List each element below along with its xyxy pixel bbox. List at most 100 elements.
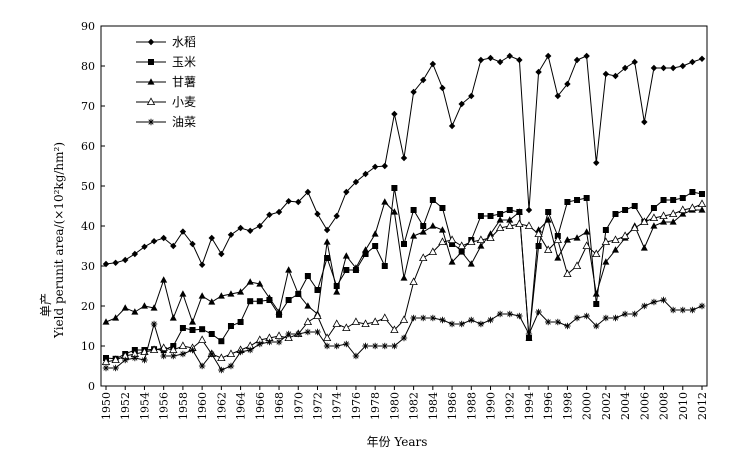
data-point — [122, 356, 129, 364]
data-point — [256, 340, 264, 348]
data-point — [410, 207, 417, 213]
data-point — [468, 316, 475, 324]
data-point — [131, 308, 139, 315]
y-tick-label: 90 — [81, 20, 95, 33]
data-point — [381, 162, 388, 170]
data-point-stroke — [148, 119, 154, 125]
x-tick-label: 1966 — [254, 392, 267, 420]
data-point — [323, 342, 331, 350]
data-point-stroke — [612, 315, 619, 321]
data-point — [602, 258, 610, 265]
data-point-stroke — [584, 313, 590, 319]
data-point — [121, 304, 129, 311]
data-point — [218, 250, 225, 258]
data-point-stroke — [334, 343, 340, 349]
data-point — [111, 355, 120, 364]
data-point — [438, 237, 447, 246]
data-point-stroke — [199, 363, 205, 369]
data-point — [246, 278, 254, 285]
data-point — [313, 311, 322, 320]
data-point — [564, 199, 571, 205]
data-point — [554, 318, 562, 326]
data-point-stroke — [468, 317, 474, 323]
data-point-stroke — [410, 315, 417, 321]
data-point-stroke — [372, 343, 378, 349]
data-point-stroke — [247, 347, 253, 353]
data-point — [149, 345, 159, 354]
data-point — [496, 310, 504, 318]
data-point — [572, 261, 582, 270]
data-point — [352, 264, 360, 271]
data-point — [371, 163, 379, 170]
data-point — [147, 38, 155, 46]
data-point — [496, 58, 504, 66]
data-point-stroke — [651, 299, 657, 305]
data-point — [361, 319, 370, 328]
data-point — [247, 298, 254, 305]
data-point — [573, 234, 581, 241]
data-point — [602, 314, 610, 322]
data-point — [593, 159, 600, 166]
data-point — [506, 207, 513, 213]
data-point — [102, 318, 110, 325]
y-axis-title-en: Yield perunit area/(×10²kg/hm²) — [52, 142, 66, 339]
data-point — [147, 118, 155, 126]
data-point — [160, 352, 167, 360]
data-point — [640, 244, 648, 251]
data-point — [506, 216, 514, 223]
y-tick-label: 20 — [81, 300, 95, 313]
data-point — [649, 213, 659, 222]
data-point — [419, 253, 428, 262]
data-point — [197, 335, 207, 344]
x-tick-label: 1952 — [119, 392, 132, 420]
data-point — [506, 310, 513, 318]
data-point — [256, 298, 263, 305]
data-point — [429, 197, 436, 203]
data-point — [391, 110, 398, 118]
data-point — [285, 266, 293, 273]
data-point — [410, 88, 417, 96]
data-point — [189, 318, 197, 325]
data-point — [101, 357, 111, 366]
data-point — [621, 310, 629, 318]
data-point — [516, 56, 523, 64]
data-point — [146, 97, 156, 105]
data-point — [698, 206, 706, 213]
data-point-stroke — [353, 353, 359, 359]
data-point-stroke — [161, 353, 167, 359]
data-point — [362, 342, 369, 350]
x-tick-label: 1958 — [177, 392, 190, 420]
data-point — [352, 178, 360, 186]
data-point — [506, 52, 513, 60]
data-point-stroke — [218, 367, 224, 373]
data-point-stroke — [632, 311, 638, 317]
data-point — [285, 198, 292, 205]
data-point — [314, 328, 321, 336]
data-point — [564, 80, 571, 88]
data-point — [332, 319, 341, 328]
data-point — [477, 320, 485, 328]
data-point — [438, 226, 446, 233]
data-point — [574, 197, 581, 203]
data-point — [535, 243, 542, 249]
data-point — [612, 72, 619, 80]
data-point — [275, 338, 283, 346]
data-point — [256, 280, 264, 287]
data-point — [420, 223, 427, 229]
data-point — [237, 288, 245, 295]
data-point — [150, 304, 158, 311]
data-point — [102, 260, 110, 268]
data-point — [343, 340, 350, 348]
data-point-stroke — [459, 321, 465, 327]
data-point — [621, 64, 629, 72]
data-point — [554, 92, 562, 100]
data-point — [380, 313, 389, 322]
data-point-stroke — [660, 297, 667, 303]
data-point — [199, 326, 206, 333]
data-point — [612, 314, 619, 322]
x-tick-label: 1972 — [311, 392, 324, 420]
data-point — [563, 269, 572, 278]
data-point — [323, 238, 331, 245]
data-point — [169, 314, 177, 321]
legend-label: 水稻 — [172, 35, 196, 49]
